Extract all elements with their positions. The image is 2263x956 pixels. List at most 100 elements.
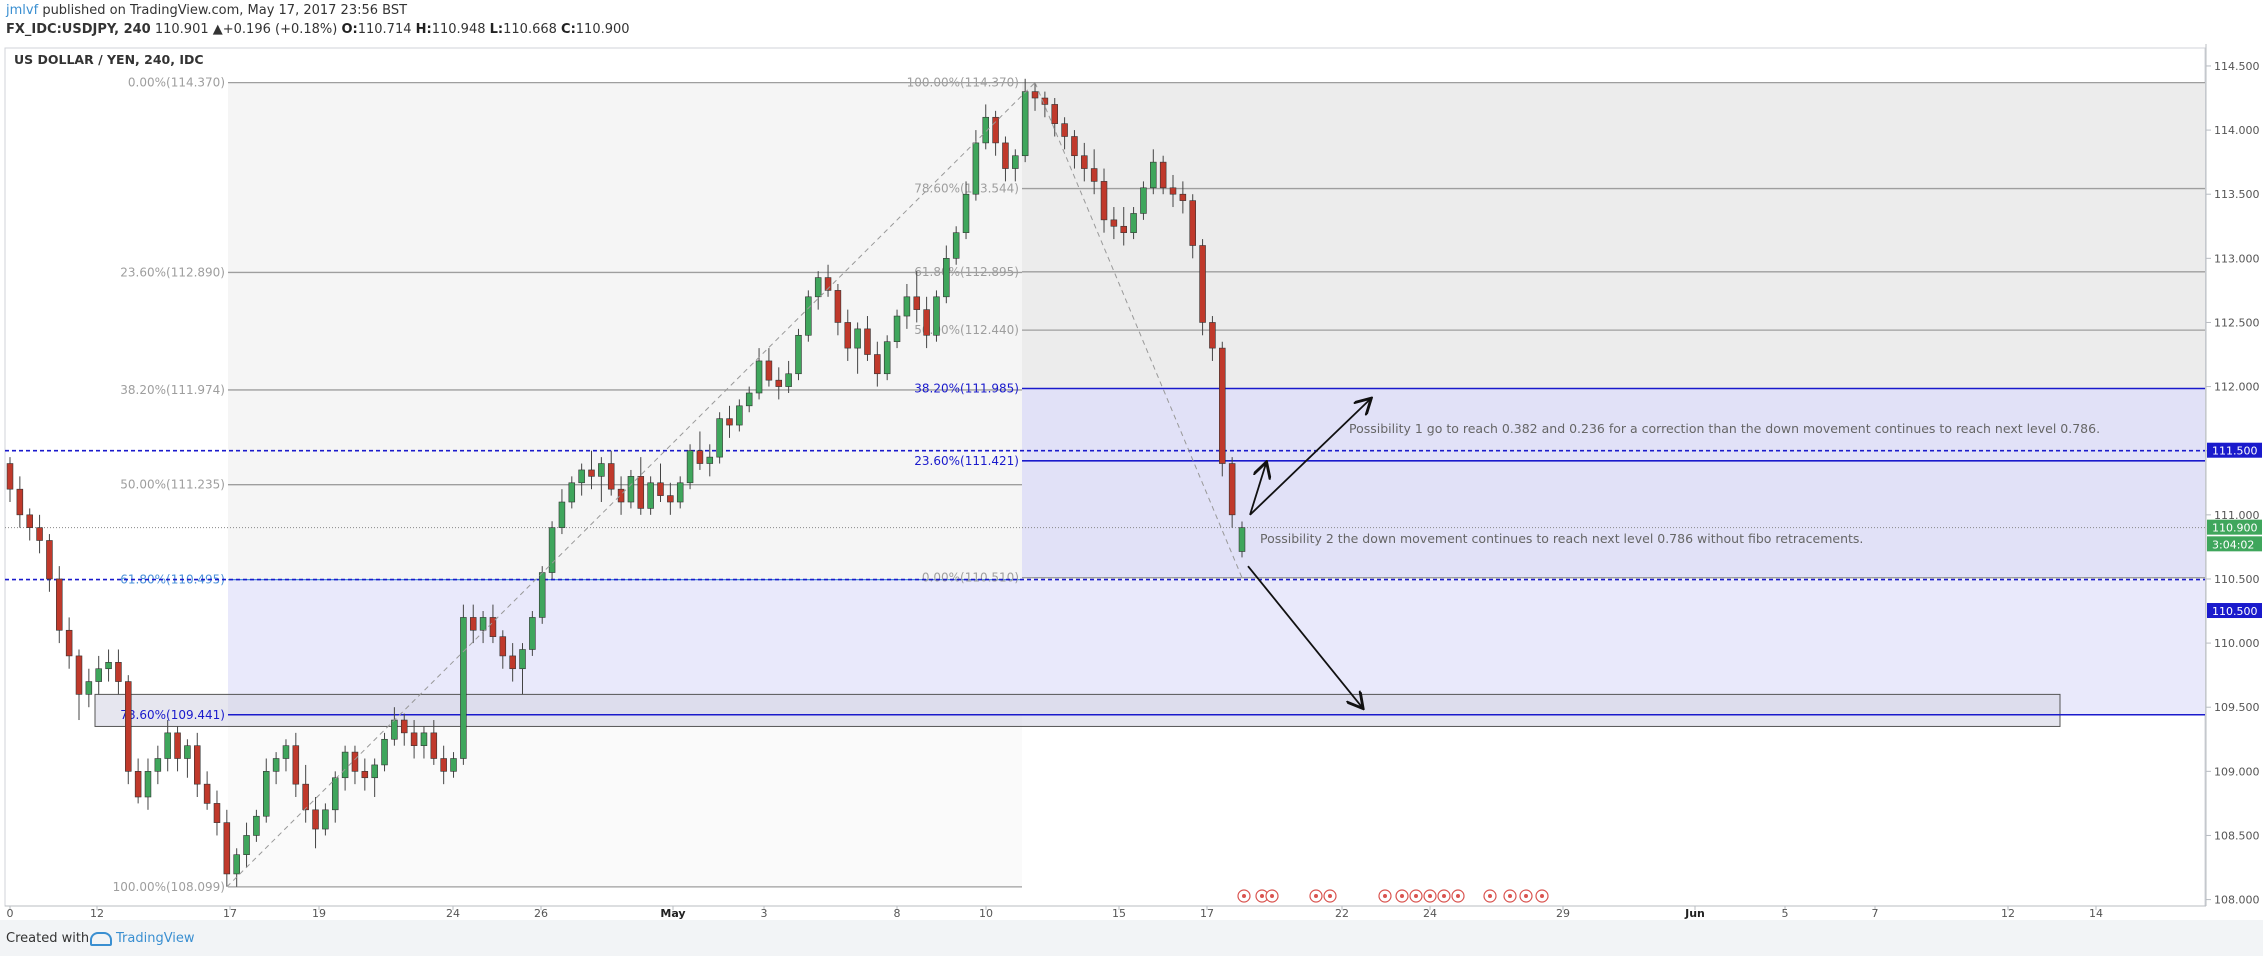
candle xyxy=(529,611,536,656)
candle-body xyxy=(154,758,162,772)
candle-body xyxy=(1219,347,1226,464)
candle xyxy=(6,457,14,503)
candle-body xyxy=(489,617,497,637)
author-link[interactable]: jmlvf xyxy=(6,3,39,18)
candle xyxy=(588,450,595,490)
candle xyxy=(450,752,457,778)
time-tick-label: 17 xyxy=(1200,907,1214,920)
candle-body xyxy=(637,476,645,509)
candle-body xyxy=(844,322,852,349)
candle-body xyxy=(223,822,231,875)
time-tick-label: May xyxy=(660,907,685,920)
candle xyxy=(844,309,852,361)
candle-body xyxy=(923,309,930,336)
candle xyxy=(1209,316,1216,361)
candle xyxy=(105,649,112,682)
candle-body xyxy=(874,354,881,375)
time-tick-label: 0 xyxy=(7,907,14,920)
candle xyxy=(1120,207,1127,246)
candle-body xyxy=(647,482,654,509)
close-value: 110.900 xyxy=(575,22,630,37)
candle-body xyxy=(1041,97,1049,105)
candle-body xyxy=(361,771,369,779)
candle-body xyxy=(538,572,546,618)
candle xyxy=(361,758,369,791)
candle-body xyxy=(16,488,24,516)
candle xyxy=(785,360,792,393)
candle-body xyxy=(509,655,516,670)
candle-body xyxy=(1031,91,1039,99)
candle-body xyxy=(440,758,447,772)
time-tick-label: 3 xyxy=(761,907,768,920)
event-marker-dot xyxy=(1540,894,1544,898)
time-tick-label: 17 xyxy=(223,907,237,920)
candle xyxy=(253,809,260,842)
candle xyxy=(548,521,556,579)
candle-body xyxy=(450,758,457,772)
candle-body xyxy=(6,463,14,490)
price-badge: 110.900 xyxy=(2212,522,2258,535)
candle xyxy=(923,296,930,349)
candle xyxy=(1159,155,1167,195)
candle-body xyxy=(1150,161,1157,189)
candle-body xyxy=(282,745,290,759)
candle xyxy=(854,322,861,374)
candle xyxy=(1012,149,1019,182)
candle xyxy=(75,649,83,721)
candle xyxy=(627,469,635,509)
candle-body xyxy=(1081,155,1088,169)
candle xyxy=(765,348,773,387)
candle-body xyxy=(203,783,211,804)
candle-body xyxy=(1002,142,1009,169)
candle xyxy=(598,457,605,503)
candle-body xyxy=(824,277,832,291)
candle xyxy=(637,457,645,515)
candle xyxy=(134,758,142,804)
candle-body xyxy=(617,488,625,503)
candle-body xyxy=(765,360,773,381)
candle-body xyxy=(1159,161,1167,189)
candle xyxy=(1031,82,1039,111)
candle-body xyxy=(75,655,83,695)
fib1-trendline xyxy=(226,82,1036,888)
candle xyxy=(460,604,467,765)
price-chart[interactable]: 0.00%(114.370) 23.60%(112.890) 38.20%(111.… xyxy=(0,44,2263,920)
candle-body xyxy=(56,578,63,631)
candle-body xyxy=(992,116,999,144)
event-marker-dot xyxy=(1524,894,1528,898)
chart-area[interactable]: 0.00%(114.370) 23.60%(112.890) 38.20%(111.… xyxy=(0,44,2263,920)
tradingview-link[interactable]: TradingView xyxy=(90,931,195,946)
candle-body xyxy=(834,290,842,323)
tradingview-logo-icon xyxy=(90,931,112,946)
tradingview-label: TradingView xyxy=(116,931,195,946)
candle-body xyxy=(1209,322,1216,349)
fib1-level-label: 0.00%(114.370) xyxy=(128,76,225,90)
candle xyxy=(213,790,221,836)
candle-body xyxy=(667,495,674,503)
candle-body xyxy=(213,803,221,823)
price-tick-label: 108.000 xyxy=(2214,894,2260,907)
candle xyxy=(381,732,388,772)
candle-body xyxy=(1090,168,1098,182)
candle xyxy=(95,655,102,695)
candle xyxy=(933,290,940,342)
candle-body xyxy=(1199,245,1206,323)
candle xyxy=(322,803,329,836)
candle-body xyxy=(854,328,861,349)
candle-body xyxy=(657,482,664,496)
candle xyxy=(371,758,378,797)
candle xyxy=(795,328,802,381)
candle xyxy=(400,713,408,746)
candle-body xyxy=(312,809,319,830)
candle xyxy=(962,181,970,240)
chart-title: US DOLLAR / YEN, 240, IDC xyxy=(14,52,204,67)
candle-body xyxy=(460,617,467,759)
candle-body xyxy=(519,649,526,670)
candle-body xyxy=(184,745,191,759)
fib1-zone-lower xyxy=(228,714,1022,887)
candle xyxy=(26,508,33,541)
candle-body xyxy=(558,501,566,528)
candle xyxy=(1100,168,1108,233)
candle xyxy=(893,309,901,349)
candle xyxy=(992,110,999,156)
